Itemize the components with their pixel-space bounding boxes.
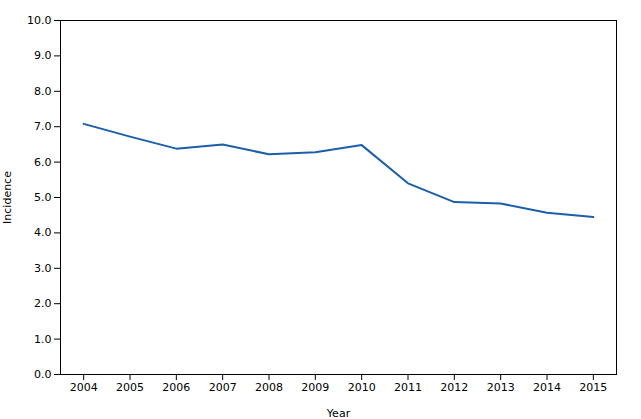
svg-text:5.0: 5.0	[34, 191, 52, 204]
svg-text:2007: 2007	[209, 381, 237, 394]
svg-text:8.0: 8.0	[34, 85, 52, 98]
svg-text:0.0: 0.0	[34, 368, 52, 381]
svg-text:6.0: 6.0	[34, 156, 52, 169]
svg-text:1.0: 1.0	[34, 333, 52, 346]
svg-text:10.0: 10.0	[27, 14, 52, 27]
svg-text:2015: 2015	[579, 381, 607, 394]
svg-text:2.0: 2.0	[34, 297, 52, 310]
svg-text:7.0: 7.0	[34, 120, 52, 133]
svg-text:3.0: 3.0	[34, 262, 52, 275]
svg-text:2006: 2006	[162, 381, 190, 394]
svg-text:2008: 2008	[255, 381, 283, 394]
svg-text:2005: 2005	[116, 381, 144, 394]
svg-text:2009: 2009	[301, 381, 329, 394]
svg-text:2011: 2011	[394, 381, 422, 394]
svg-text:4.0: 4.0	[34, 226, 52, 239]
svg-text:2010: 2010	[348, 381, 376, 394]
svg-text:2014: 2014	[533, 381, 561, 394]
svg-text:Incidence: Incidence	[1, 171, 14, 224]
svg-text:2013: 2013	[487, 381, 515, 394]
svg-text:Year: Year	[326, 407, 351, 419]
svg-text:2012: 2012	[440, 381, 468, 394]
svg-text:2004: 2004	[70, 381, 98, 394]
svg-text:9.0: 9.0	[34, 49, 52, 62]
